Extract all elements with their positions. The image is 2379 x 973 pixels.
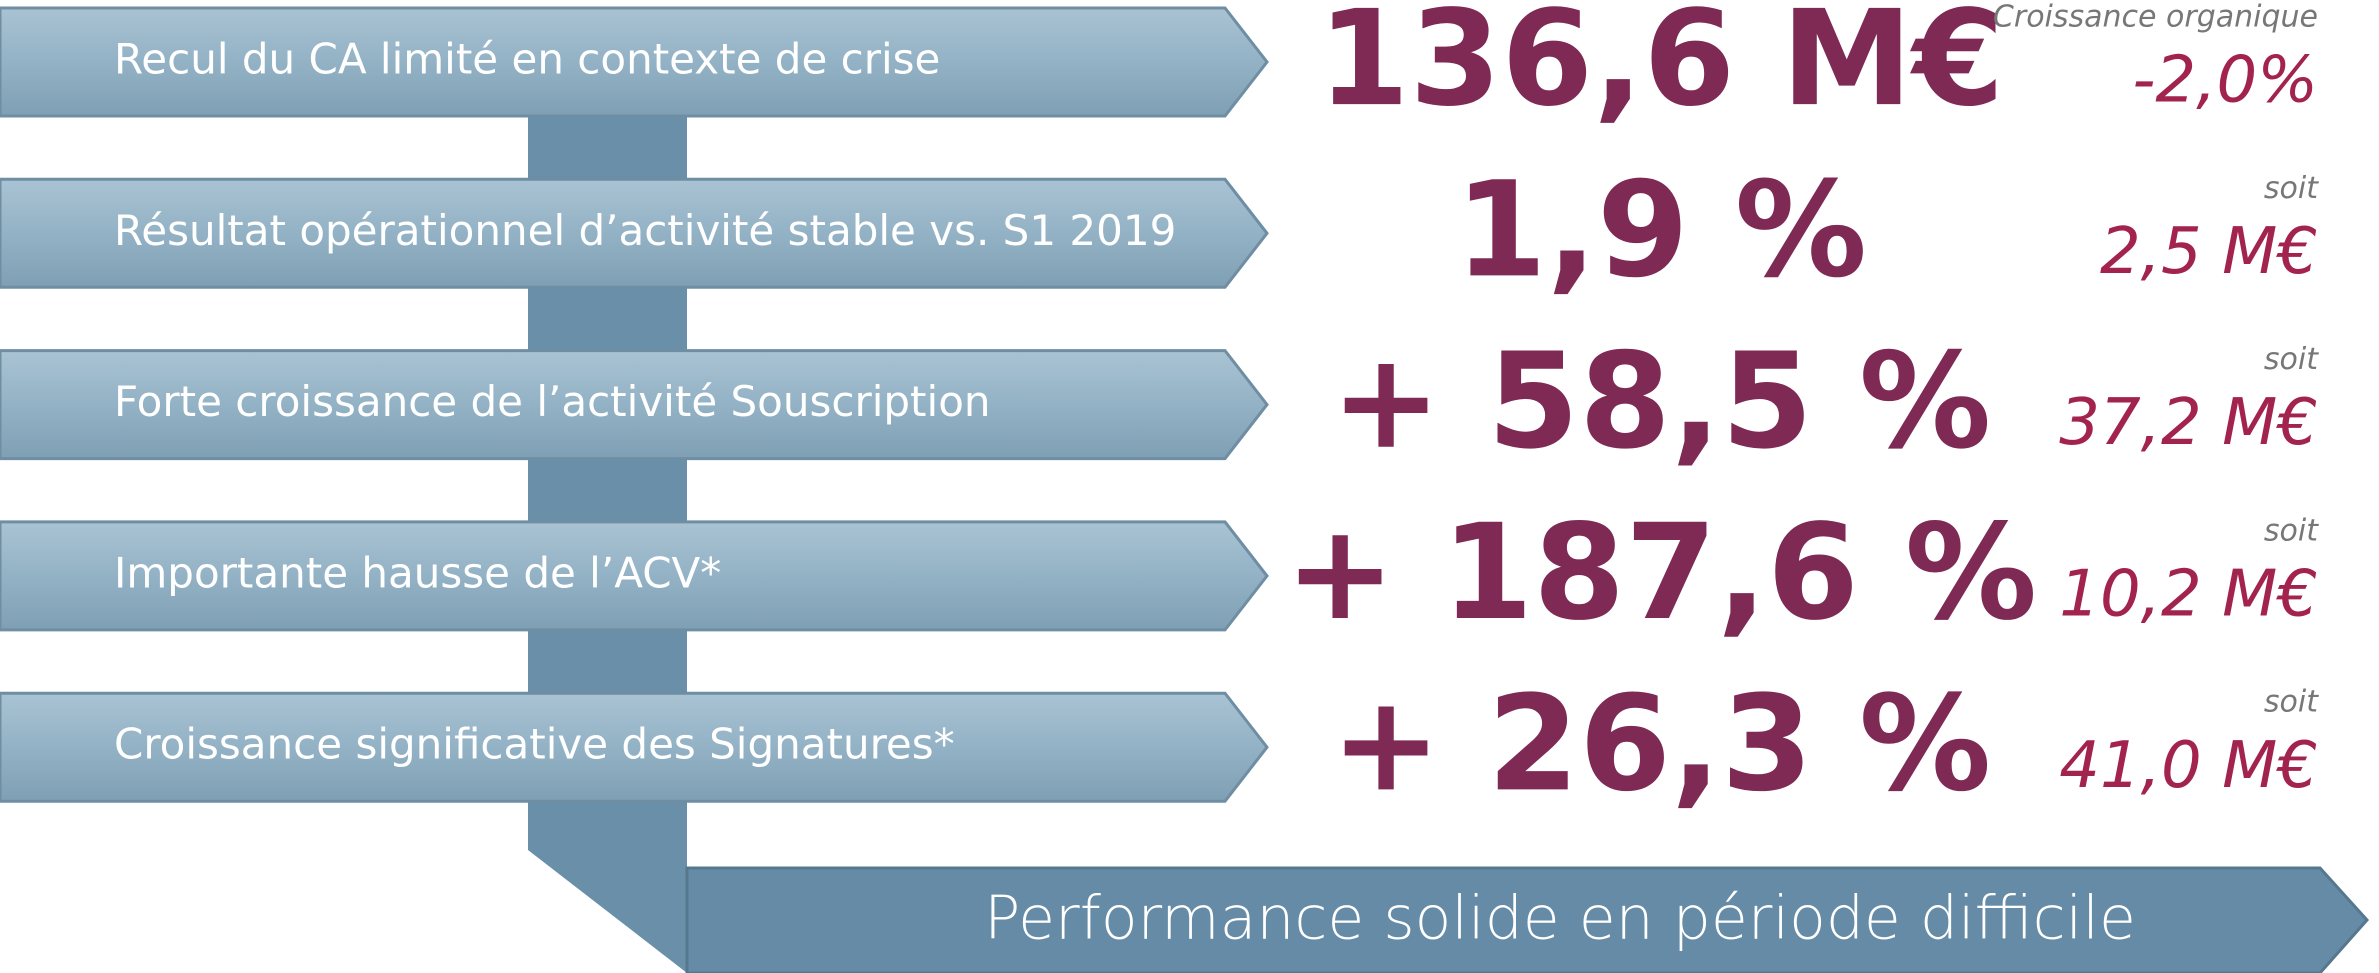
row-amount: 2,5 M€ (2100, 215, 2318, 289)
row-label: Croissance significative des Signatures* (114, 720, 955, 769)
row-value: 1,9 % (1455, 153, 1867, 307)
row-value: + 187,6 % (1285, 496, 2037, 650)
row-arrow (0, 691, 1269, 803)
row-label: Résultat opérationnel d’activité stable … (114, 206, 1176, 255)
row-caption: soit (2264, 171, 2319, 206)
footer-text: Performance solide en période difficile (984, 884, 2136, 954)
row-caption: soit (2264, 685, 2319, 720)
row-caption: soit (2264, 513, 2319, 548)
row-value: 136,6 M€ (1318, 0, 2005, 136)
row-arrow (0, 520, 1269, 632)
row-label: Importante hausse de l’ACV* (114, 548, 721, 597)
row-caption: soit (2264, 342, 2319, 377)
footer-arrow (685, 866, 2370, 973)
row-value: + 26,3 % (1331, 667, 1991, 821)
row-amount: -2,0% (2132, 44, 2318, 118)
row-arrow (0, 349, 1269, 461)
row-amount: 37,2 M€ (2059, 386, 2318, 460)
row-arrow (0, 6, 1269, 118)
row-amount: 41,0 M€ (2059, 729, 2318, 803)
row-caption: Croissance organique (1993, 0, 2318, 35)
row-amount: 10,2 M€ (2059, 557, 2318, 631)
row-arrow (0, 177, 1269, 289)
row-label: Forte croissance de l’activité Souscript… (114, 377, 991, 426)
row-label: Recul du CA limité en contexte de crise (114, 35, 940, 84)
row-value: + 58,5 % (1331, 325, 1991, 479)
